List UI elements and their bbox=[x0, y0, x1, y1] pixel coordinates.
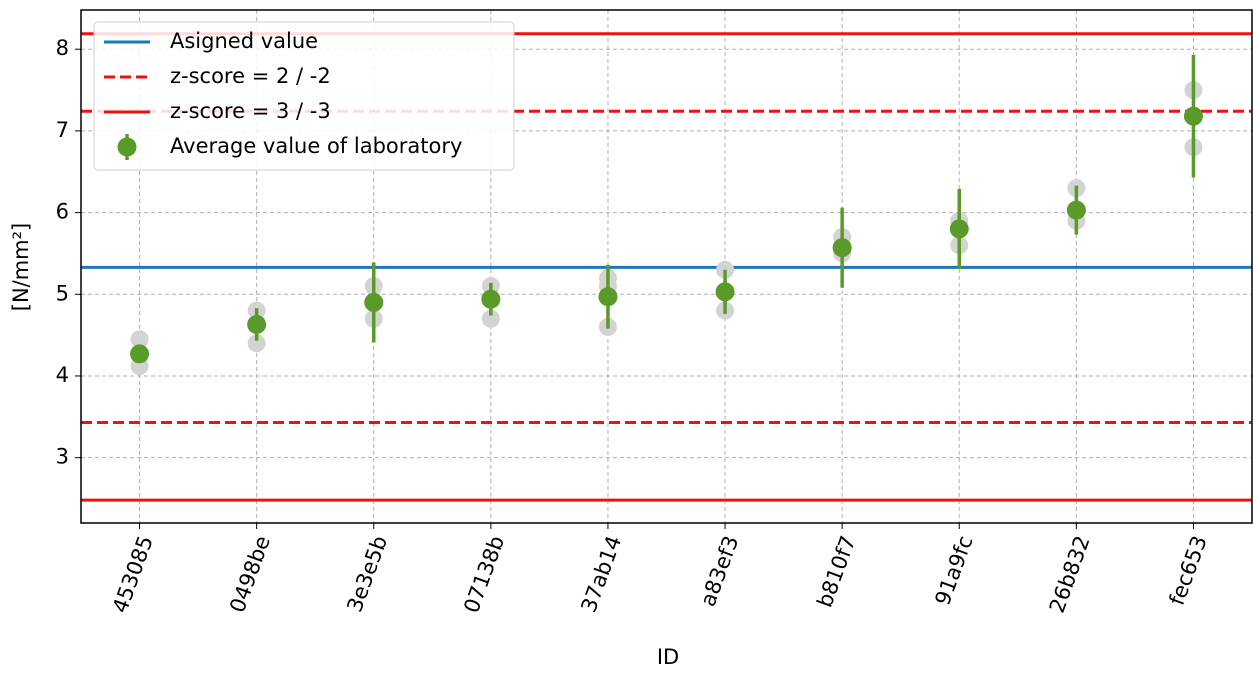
data-point bbox=[247, 314, 267, 334]
replicate-point bbox=[130, 330, 149, 349]
x-tick-label: a83ef3 bbox=[696, 533, 744, 610]
y-tick-label: 3 bbox=[56, 445, 69, 469]
legend: Asigned value z-score = 2 / -2 z-score = 3… bbox=[93, 21, 515, 171]
x-tick-label: fec653 bbox=[1165, 533, 1212, 609]
x-tick-label: 26b832 bbox=[1045, 533, 1095, 617]
data-point bbox=[832, 238, 852, 258]
data-point bbox=[949, 219, 969, 239]
data-point bbox=[1183, 106, 1203, 126]
x-tick-label: 3e3e5b bbox=[342, 533, 392, 616]
legend-label: Average value of laboratory bbox=[170, 134, 462, 158]
legend-label: Asigned value bbox=[170, 29, 318, 53]
replicate-point bbox=[247, 334, 266, 353]
data-point bbox=[1066, 200, 1086, 220]
data-point bbox=[481, 289, 501, 309]
data-point bbox=[364, 292, 384, 312]
legend-swatch bbox=[117, 137, 137, 157]
x-tick-label: 453085 bbox=[108, 533, 158, 617]
data-point bbox=[130, 344, 150, 364]
x-tick-label: 91a9fc bbox=[930, 533, 977, 609]
y-tick-label: 6 bbox=[56, 200, 69, 224]
x-tick-label: 07138b bbox=[459, 533, 509, 617]
data-point bbox=[715, 282, 735, 302]
y-tick-label: 7 bbox=[56, 118, 69, 142]
plot-frame bbox=[80, 9, 1253, 524]
data-point bbox=[598, 287, 618, 307]
x-tick-label: b810f7 bbox=[813, 533, 861, 611]
x-axis-label: ID bbox=[657, 645, 679, 669]
y-tick-label: 4 bbox=[56, 363, 69, 387]
legend-label: z-score = 2 / -2 bbox=[170, 64, 331, 88]
legend-label: z-score = 3 / -3 bbox=[170, 99, 331, 123]
legend-box bbox=[93, 21, 515, 171]
y-tick-label: 5 bbox=[56, 281, 69, 305]
x-tick-label: 37ab14 bbox=[576, 533, 626, 616]
replicate-point bbox=[481, 309, 500, 328]
y-axis-label: [N/mm²] bbox=[9, 223, 33, 312]
y-tick-label: 8 bbox=[56, 36, 69, 60]
x-tick-label: 0498be bbox=[225, 533, 275, 616]
